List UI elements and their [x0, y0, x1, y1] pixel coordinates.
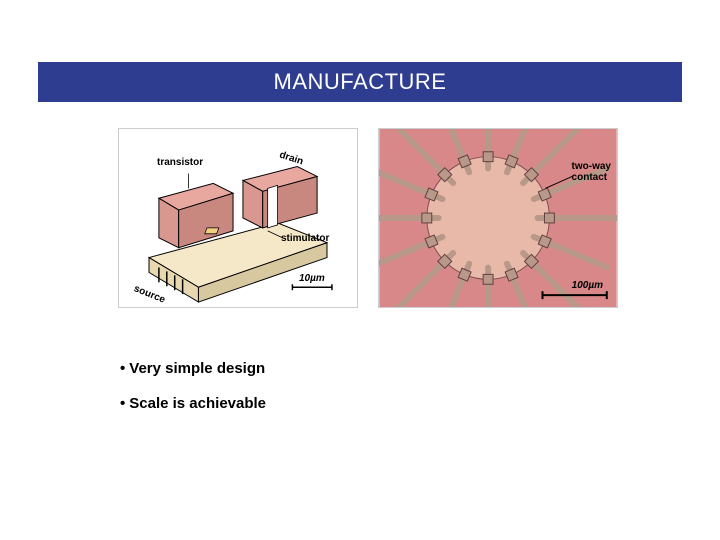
label-scale-10um: 10µm: [299, 273, 325, 284]
figure-electrode-array: two-way contact 100µm: [378, 128, 618, 308]
label-transistor: transistor: [157, 157, 203, 168]
title-bar: MANUFACTURE: [38, 62, 682, 102]
label-scale-100um: 100µm: [572, 280, 603, 291]
figure-row: transistor drain stimulator source 10µm …: [118, 128, 618, 308]
bullet-item: •Very simple design: [120, 360, 266, 377]
label-two-way-contact: two-way contact: [572, 161, 611, 183]
bullet-text: Scale is achievable: [129, 395, 266, 412]
figure-transistor-diagram: transistor drain stimulator source 10µm: [118, 128, 358, 308]
bullet-list: •Very simple design •Scale is achievable: [120, 360, 266, 430]
bullet-marker-icon: •: [120, 360, 125, 377]
label-stimulator: stimulator: [281, 233, 329, 244]
slide-title: MANUFACTURE: [274, 69, 447, 95]
bullet-item: •Scale is achievable: [120, 395, 266, 412]
bullet-marker-icon: •: [120, 395, 125, 412]
bullet-text: Very simple design: [129, 360, 265, 377]
